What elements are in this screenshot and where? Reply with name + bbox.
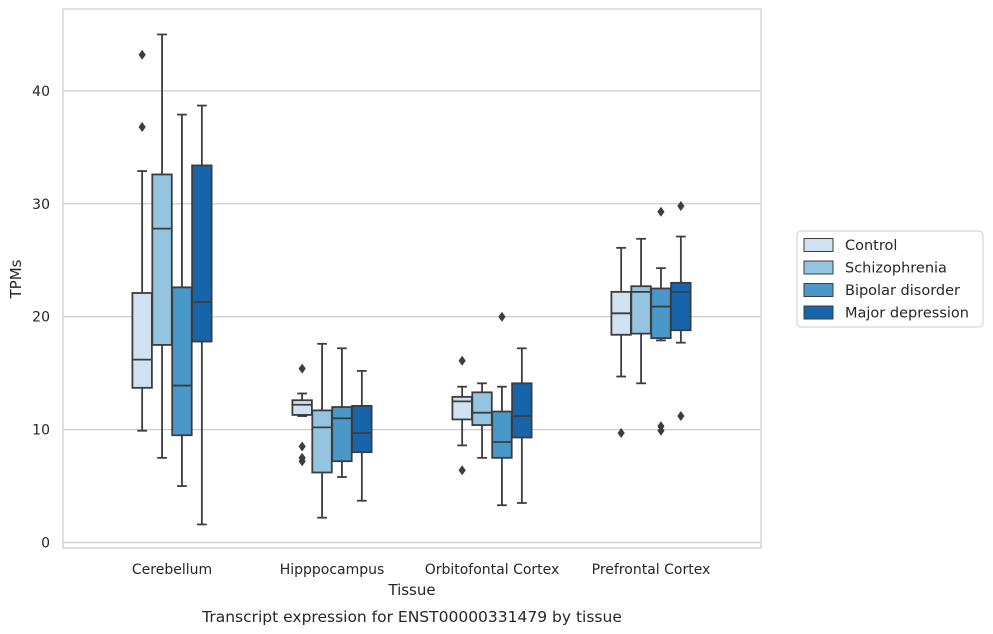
outlier-point xyxy=(138,49,146,60)
outlier-point xyxy=(298,441,306,452)
outlier-point xyxy=(458,355,466,366)
box-schizophrenia-orbitofontal-cortex xyxy=(471,382,493,459)
box xyxy=(171,286,193,437)
box xyxy=(630,285,652,335)
legend-label: Schizophrenia xyxy=(845,261,947,277)
box xyxy=(131,292,153,389)
legend-label: Control xyxy=(845,238,897,254)
box-control-cerebellum xyxy=(131,49,153,432)
y-tick-labels: 0 10 20 30 40 xyxy=(32,84,50,552)
y-axis-label: TPMs xyxy=(7,259,25,299)
box xyxy=(650,287,672,340)
y-tick-label: 0 xyxy=(41,536,50,552)
boxes xyxy=(131,33,692,526)
box-control-hipppocampus xyxy=(291,363,313,467)
legend-item: Schizophrenia xyxy=(803,260,947,277)
box-major-depression-prefrontal-cortex xyxy=(670,201,692,422)
outlier-point xyxy=(458,465,466,476)
box-major-depression-hipppocampus xyxy=(351,369,373,502)
outlier-point xyxy=(677,201,685,212)
x-tick-label: Prefrontal Cortex xyxy=(592,562,711,578)
box xyxy=(471,391,493,426)
legend-label: Bipolar disorder xyxy=(845,283,960,299)
box xyxy=(331,406,353,463)
x-tick-label: Hipppocampus xyxy=(280,562,385,578)
outlier-point xyxy=(298,363,306,374)
x-tick-label: Cerebellum xyxy=(132,562,212,578)
outlier-point xyxy=(677,411,685,422)
legend-swatch xyxy=(803,260,834,275)
x-tick-label: Orbitofontal Cortex xyxy=(425,562,560,578)
box-bipolar-disorder-hipppocampus xyxy=(331,347,353,478)
box xyxy=(451,395,473,421)
legend-swatch xyxy=(803,283,834,297)
box-major-depression-cerebellum xyxy=(191,104,213,526)
x-axis-label: Tissue xyxy=(387,581,435,599)
box xyxy=(191,164,213,343)
box xyxy=(351,404,373,454)
y-tick-label: 20 xyxy=(32,310,50,326)
box xyxy=(511,382,533,439)
legend-swatch xyxy=(803,238,834,252)
y-tick-label: 40 xyxy=(32,84,50,100)
outlier-point xyxy=(298,456,306,467)
box-major-depression-orbitofontal-cortex xyxy=(511,347,533,504)
box-schizophrenia-cerebellum xyxy=(151,33,173,459)
legend-item: Bipolar disorder xyxy=(803,283,960,299)
box xyxy=(151,173,173,346)
y-tick-label: 30 xyxy=(32,197,50,213)
plot-background xyxy=(63,9,761,548)
y-tick-label: 10 xyxy=(32,423,50,439)
x-tick-labels: Cerebellum Hipppocampus Orbitofontal Corte… xyxy=(132,562,710,578)
legend-item: Major depression xyxy=(803,305,969,322)
legend-item: Control xyxy=(803,238,897,254)
legend-frame xyxy=(796,230,984,328)
legend: Control Schizophrenia Bipolar disorder Majo… xyxy=(796,230,984,328)
plot-frame xyxy=(62,8,762,549)
box xyxy=(291,399,313,416)
outlier-point xyxy=(138,122,146,133)
chart-caption: Transcript expression for ENST0000033147… xyxy=(201,608,622,626)
outlier-point xyxy=(657,206,665,217)
box-bipolar-disorder-orbitofontal-cortex xyxy=(491,311,513,507)
box-control-orbitofontal-cortex xyxy=(451,355,473,476)
box xyxy=(311,409,333,474)
outlier-point xyxy=(657,425,665,436)
box xyxy=(491,410,513,459)
outlier-point xyxy=(617,427,625,438)
box xyxy=(670,281,692,332)
legend-label: Major depression xyxy=(845,306,969,322)
legend-swatch xyxy=(803,305,834,320)
outlier-point xyxy=(498,311,506,322)
box-bipolar-disorder-cerebellum xyxy=(171,113,193,487)
